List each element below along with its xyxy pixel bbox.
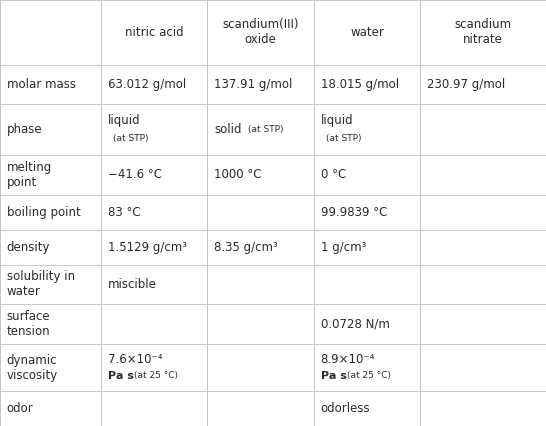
Text: dynamic
viscosity: dynamic viscosity — [7, 354, 58, 382]
Text: miscible: miscible — [108, 278, 157, 291]
Text: surface
tension: surface tension — [7, 310, 50, 338]
Text: 8.35 g/cm³: 8.35 g/cm³ — [214, 241, 278, 253]
Text: liquid: liquid — [108, 114, 140, 127]
Text: (at 25 °C): (at 25 °C) — [347, 371, 391, 380]
Text: odor: odor — [7, 402, 33, 415]
Text: 8.9×10⁻⁴: 8.9×10⁻⁴ — [321, 353, 375, 366]
Text: 1.5129 g/cm³: 1.5129 g/cm³ — [108, 241, 187, 253]
Text: phase: phase — [7, 123, 42, 136]
Text: (at 25 °C): (at 25 °C) — [134, 371, 178, 380]
Text: (at STP): (at STP) — [113, 134, 149, 143]
Text: 63.012 g/mol: 63.012 g/mol — [108, 78, 186, 91]
Text: 137.91 g/mol: 137.91 g/mol — [214, 78, 293, 91]
Text: water: water — [350, 26, 384, 39]
Text: Pa s: Pa s — [108, 371, 133, 381]
Text: 0 °C: 0 °C — [321, 168, 346, 181]
Text: (at STP): (at STP) — [326, 134, 361, 143]
Text: scandium(III)
oxide: scandium(III) oxide — [222, 18, 299, 46]
Text: −41.6 °C: −41.6 °C — [108, 168, 162, 181]
Text: 83 °C: 83 °C — [108, 205, 140, 219]
Text: 18.015 g/mol: 18.015 g/mol — [321, 78, 399, 91]
Text: scandium
nitrate: scandium nitrate — [455, 18, 512, 46]
Text: solubility in
water: solubility in water — [7, 271, 75, 298]
Text: density: density — [7, 241, 50, 253]
Text: odorless: odorless — [321, 402, 370, 415]
Text: liquid: liquid — [321, 114, 353, 127]
Text: 99.9839 °C: 99.9839 °C — [321, 205, 387, 219]
Text: boiling point: boiling point — [7, 205, 80, 219]
Text: 7.6×10⁻⁴: 7.6×10⁻⁴ — [108, 353, 162, 366]
Text: 230.97 g/mol: 230.97 g/mol — [427, 78, 505, 91]
Text: (at STP): (at STP) — [248, 125, 283, 134]
Text: molar mass: molar mass — [7, 78, 75, 91]
Text: melting
point: melting point — [7, 161, 52, 189]
Text: 1000 °C: 1000 °C — [214, 168, 262, 181]
Text: Pa s: Pa s — [321, 371, 346, 381]
Text: nitric acid: nitric acid — [125, 26, 183, 39]
Text: 1 g/cm³: 1 g/cm³ — [321, 241, 366, 253]
Text: 0.0728 N/m: 0.0728 N/m — [321, 318, 389, 331]
Text: solid: solid — [214, 123, 241, 136]
